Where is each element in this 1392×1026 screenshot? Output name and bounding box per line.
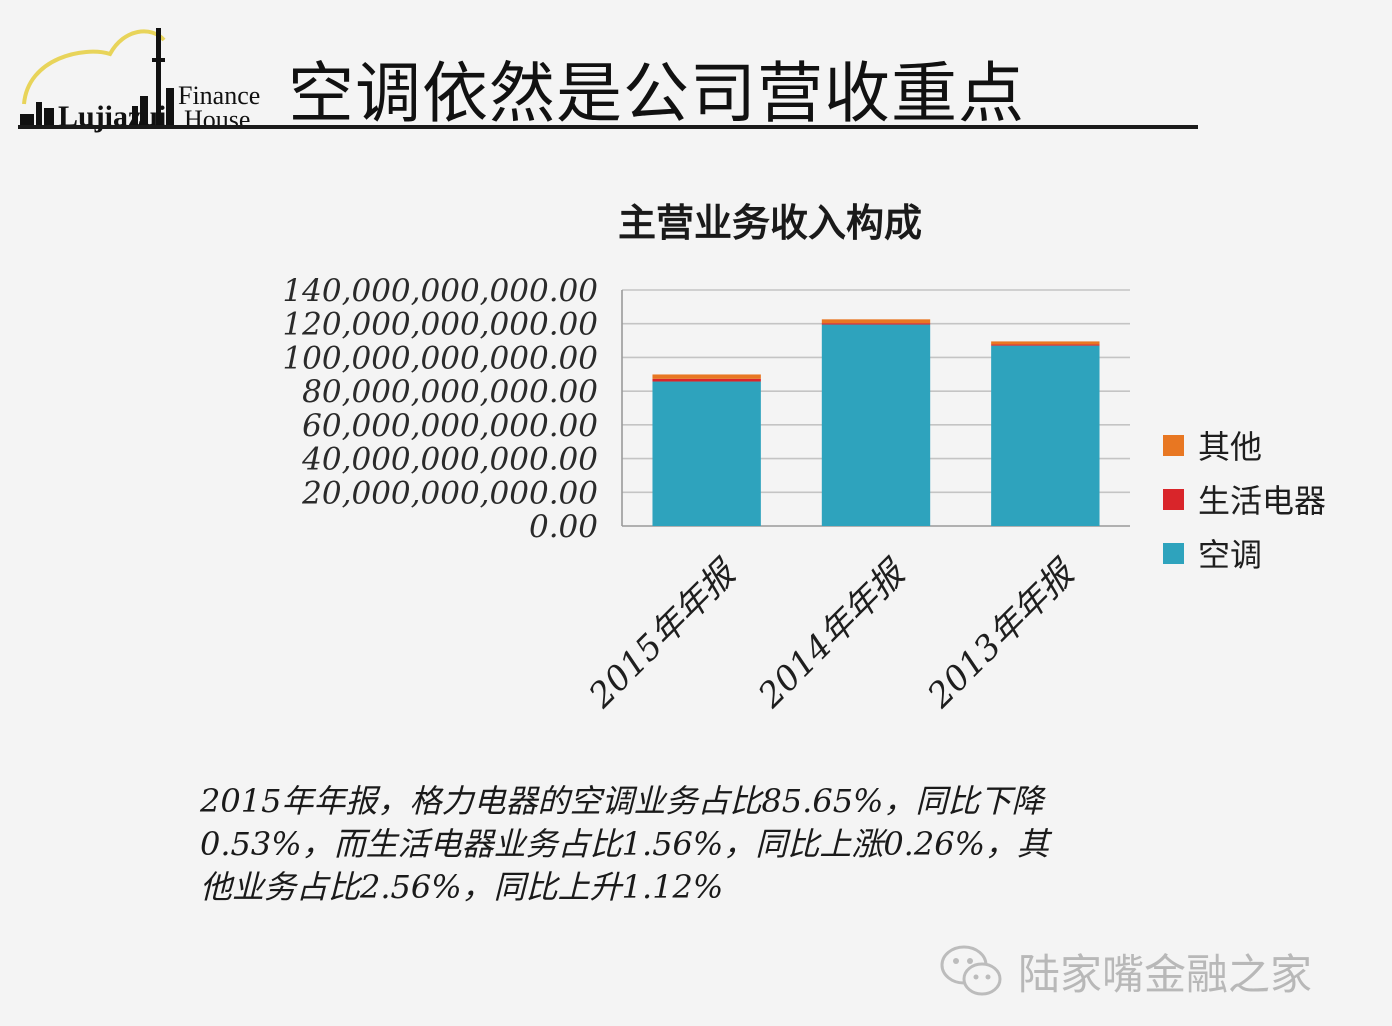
y-tick-label: 60,000,000,000.00 bbox=[302, 408, 598, 444]
y-tick-label: 40,000,000,000.00 bbox=[301, 442, 598, 478]
caption: 2015年年报，格力电器的空调业务占比85.65%，同比下降 0.53%，而生活… bbox=[200, 780, 1160, 909]
page-title: 空调依然是公司营收重点 bbox=[288, 55, 1025, 132]
bar-segment bbox=[821, 324, 931, 526]
chart-bars bbox=[652, 319, 1100, 526]
bar-segment bbox=[652, 374, 761, 379]
bar-segment bbox=[991, 345, 1100, 526]
y-tick-label: 20,000,000,000.00 bbox=[301, 475, 598, 511]
legend-swatch bbox=[1163, 543, 1184, 564]
y-tick-label: 100,000,000,000.00 bbox=[282, 340, 598, 376]
watermark-text: 陆家嘴金融之家 bbox=[1018, 949, 1313, 999]
logo-line-1: Finance bbox=[178, 81, 260, 110]
watermark: 陆家嘴金融之家 bbox=[940, 940, 1312, 1002]
legend-swatch bbox=[1163, 435, 1184, 456]
y-tick-label: 0.00 bbox=[529, 509, 598, 545]
bar-segment bbox=[821, 323, 931, 325]
bar-segment bbox=[652, 381, 761, 526]
x-tick-label: 2014年年报 bbox=[750, 551, 915, 716]
bar-segment bbox=[652, 378, 761, 382]
legend-label: 生活电器 bbox=[1198, 482, 1326, 520]
y-tick-label: 140,000,000,000.00 bbox=[282, 273, 598, 309]
caption-line: 2015年年报，格力电器的空调业务占比85.65%，同比下降 bbox=[200, 782, 1044, 820]
chart-title: 主营业务收入构成 bbox=[618, 201, 922, 245]
bar-chart: 主营业务收入构成 0.0020,000,000,000.0040,000,000… bbox=[282, 201, 1326, 716]
bar-segment bbox=[821, 319, 931, 324]
caption-line: 0.53%，而生活电器业务占比1.56%，同比上涨0.26%，其 bbox=[200, 825, 1049, 863]
caption-line: 他业务占比2.56%，同比上升1.12% bbox=[200, 868, 724, 906]
title-divider bbox=[18, 125, 1198, 129]
wechat-icon bbox=[940, 945, 1002, 996]
logo-line-2: House bbox=[184, 105, 250, 134]
legend-label: 其他 bbox=[1198, 428, 1262, 466]
x-axis-labels: 2015年年报 2014年年报 2013年年报 bbox=[581, 551, 1085, 716]
x-tick-label: 2013年年报 bbox=[919, 551, 1084, 716]
legend-swatch bbox=[1163, 489, 1184, 510]
y-tick-label: 80,000,000,000.00 bbox=[302, 374, 598, 410]
legend-label: 空调 bbox=[1198, 536, 1262, 574]
y-tick-label: 120,000,000,000.00 bbox=[282, 307, 598, 343]
bar-segment bbox=[991, 341, 1100, 345]
x-tick-label: 2015年年报 bbox=[581, 551, 746, 716]
logo-arc bbox=[22, 29, 166, 105]
y-axis-ticks: 0.0020,000,000,000.0040,000,000,000.0060… bbox=[282, 273, 598, 545]
bar-segment bbox=[991, 344, 1100, 346]
